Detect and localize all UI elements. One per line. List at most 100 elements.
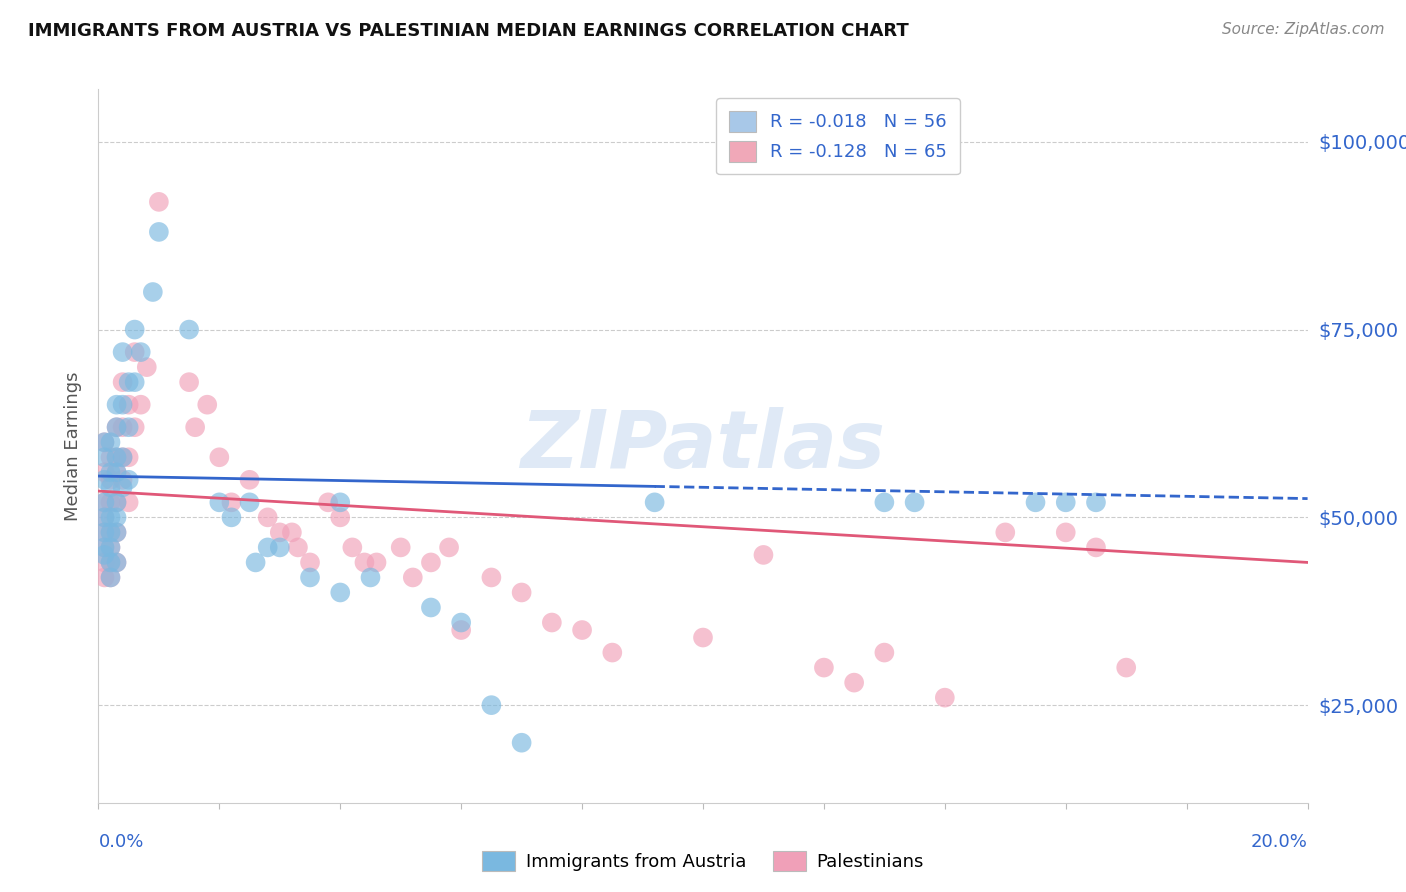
Point: [105, 556, 128, 570]
Point: [111, 345, 134, 359]
Point: [389, 541, 412, 555]
Point: [142, 285, 165, 299]
Point: [100, 570, 122, 584]
Point: [118, 473, 141, 487]
Point: [269, 541, 291, 555]
Point: [100, 541, 122, 555]
Point: [105, 495, 128, 509]
Point: [105, 510, 128, 524]
Text: ZIPatlas: ZIPatlas: [520, 407, 886, 485]
Point: [844, 675, 866, 690]
Point: [105, 465, 128, 479]
Point: [1115, 660, 1137, 674]
Point: [994, 525, 1017, 540]
Point: [329, 585, 352, 599]
Point: [93, 548, 115, 562]
Point: [100, 556, 122, 570]
Point: [93, 435, 115, 450]
Point: [124, 345, 146, 359]
Point: [420, 556, 443, 570]
Point: [105, 420, 128, 434]
Point: [105, 525, 128, 540]
Point: [111, 480, 134, 494]
Point: [100, 465, 122, 479]
Point: [93, 541, 115, 555]
Point: [184, 420, 207, 434]
Point: [342, 541, 364, 555]
Point: [93, 495, 115, 509]
Point: [256, 541, 278, 555]
Point: [329, 495, 352, 509]
Point: [360, 570, 382, 584]
Point: [93, 435, 115, 450]
Point: [195, 398, 218, 412]
Point: [118, 450, 141, 465]
Point: [256, 510, 278, 524]
Point: [93, 465, 115, 479]
Point: [179, 322, 201, 336]
Point: [208, 450, 231, 465]
Point: [100, 570, 122, 584]
Point: [179, 375, 201, 389]
Point: [100, 473, 122, 487]
Point: [124, 375, 146, 389]
Point: [239, 495, 262, 509]
Point: [245, 556, 267, 570]
Point: [135, 360, 157, 375]
Point: [353, 556, 375, 570]
Point: [221, 510, 243, 524]
Point: [281, 525, 304, 540]
Point: [93, 556, 115, 570]
Point: [93, 541, 115, 555]
Point: [93, 450, 115, 465]
Point: [481, 698, 503, 713]
Point: [111, 375, 134, 389]
Point: [100, 510, 122, 524]
Legend: Immigrants from Austria, Palestinians: Immigrants from Austria, Palestinians: [475, 844, 931, 879]
Point: [366, 556, 388, 570]
Point: [105, 465, 128, 479]
Point: [124, 322, 146, 336]
Point: [1024, 495, 1046, 509]
Point: [100, 495, 122, 509]
Point: [644, 495, 666, 509]
Y-axis label: Median Earnings: Median Earnings: [65, 371, 83, 521]
Point: [299, 556, 322, 570]
Point: [813, 660, 835, 674]
Point: [752, 548, 775, 562]
Point: [100, 541, 122, 555]
Point: [105, 398, 128, 412]
Point: [904, 495, 927, 509]
Point: [873, 495, 896, 509]
Point: [437, 541, 460, 555]
Point: [221, 495, 243, 509]
Point: [105, 525, 128, 540]
Point: [269, 525, 291, 540]
Point: [105, 450, 128, 465]
Point: [692, 631, 714, 645]
Point: [540, 615, 562, 630]
Point: [299, 570, 322, 584]
Point: [105, 556, 128, 570]
Point: [100, 435, 122, 450]
Point: [105, 450, 128, 465]
Point: [111, 450, 134, 465]
Point: [420, 600, 443, 615]
Point: [93, 570, 115, 584]
Point: [1085, 495, 1108, 509]
Point: [100, 525, 122, 540]
Point: [93, 525, 115, 540]
Point: [111, 450, 134, 465]
Point: [402, 570, 425, 584]
Point: [934, 690, 956, 705]
Point: [100, 480, 122, 494]
Point: [118, 420, 141, 434]
Point: [450, 615, 472, 630]
Text: 0.0%: 0.0%: [98, 833, 143, 851]
Point: [105, 420, 128, 434]
Text: IMMIGRANTS FROM AUSTRIA VS PALESTINIAN MEDIAN EARNINGS CORRELATION CHART: IMMIGRANTS FROM AUSTRIA VS PALESTINIAN M…: [28, 22, 908, 40]
Point: [100, 450, 122, 465]
Point: [316, 495, 339, 509]
Point: [239, 473, 262, 487]
Point: [93, 510, 115, 524]
